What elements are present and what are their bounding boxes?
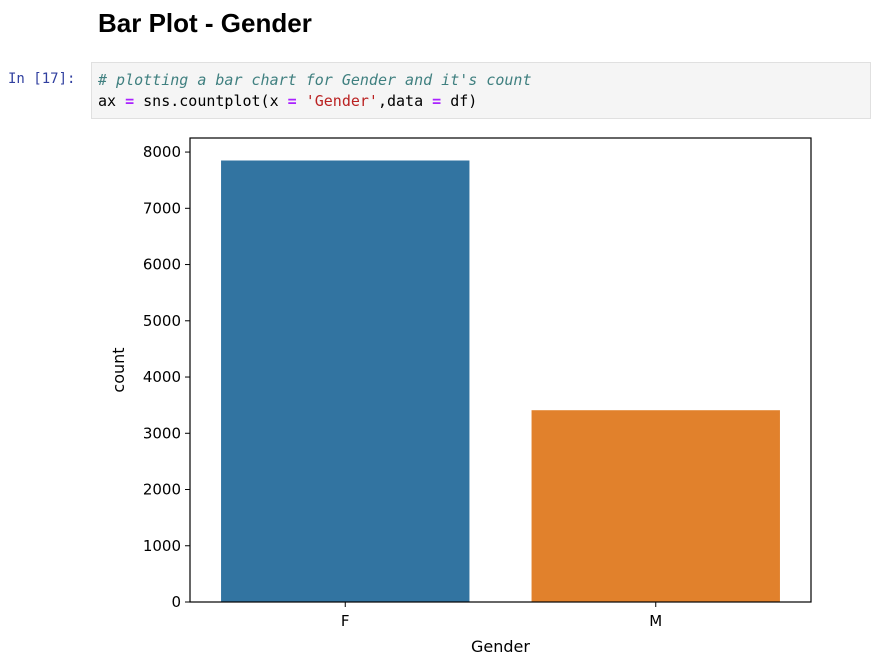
- y-axis-label: count: [109, 347, 128, 392]
- y-tick-label: 2000: [143, 481, 181, 499]
- bar-f: [221, 160, 470, 602]
- code-comment: # plotting a bar chart for Gender and it…: [98, 71, 532, 89]
- x-tick-label: M: [649, 612, 662, 630]
- y-tick-label: 6000: [143, 256, 181, 274]
- y-tick-label: 5000: [143, 312, 181, 330]
- section-heading: Bar Plot - Gender: [98, 8, 312, 38]
- y-tick-label: 4000: [143, 368, 181, 386]
- x-axis-label: Gender: [471, 637, 530, 656]
- cell-output: F M 0 1000 2000 3000 4000 5000 6000 7000 8000 Gende…: [0, 120, 871, 669]
- code-token: ,data: [377, 92, 433, 110]
- code-operator: =: [432, 92, 442, 110]
- bar-chart: F M 0 1000 2000 3000 4000 5000 6000 7000 8000 Gende…: [109, 137, 812, 656]
- x-tick-label: F: [341, 612, 350, 630]
- code-operator: =: [125, 92, 135, 110]
- code-line-1: # plotting a bar chart for Gender and it…: [98, 70, 870, 91]
- y-tick-label: 0: [171, 593, 181, 611]
- y-tick-label: 1000: [143, 537, 181, 555]
- y-tick-label: 7000: [143, 199, 181, 217]
- code-token: sns.countplot(x: [134, 92, 288, 110]
- y-tick-label: 3000: [143, 424, 181, 442]
- code-line-2: ax = sns.countplot(x = 'Gender',data = d…: [98, 91, 870, 112]
- code-string: 'Gender': [305, 92, 378, 110]
- code-operator: =: [287, 92, 297, 110]
- code-token: [297, 92, 306, 110]
- bar-m: [531, 410, 780, 602]
- y-tick-label: 8000: [143, 143, 181, 161]
- code-token: df): [441, 92, 478, 110]
- plot-frame: [189, 137, 812, 603]
- cell-prompt: In [17]:: [8, 71, 76, 87]
- code-cell[interactable]: # plotting a bar chart for Gender and it…: [91, 62, 871, 119]
- code-token: ax: [98, 92, 126, 110]
